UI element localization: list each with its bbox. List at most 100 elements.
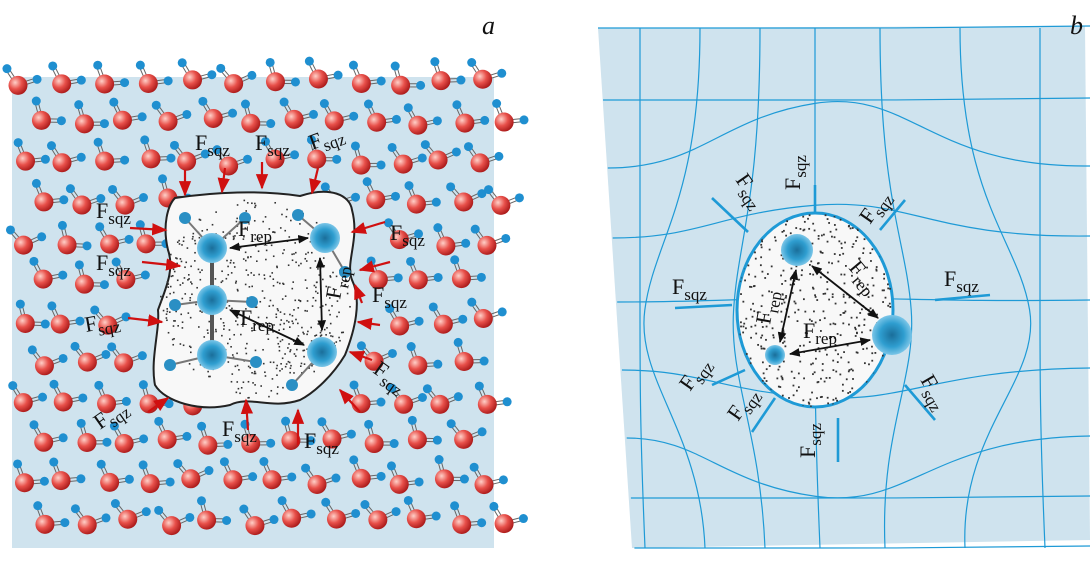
- dot: [307, 252, 309, 254]
- dot: [317, 292, 319, 294]
- oxygen: [352, 74, 371, 93]
- dot: [177, 241, 179, 243]
- dot: [290, 365, 292, 367]
- dot: [184, 266, 186, 268]
- dot: [265, 375, 267, 377]
- hydrogen: [76, 474, 85, 483]
- dot: [254, 220, 256, 222]
- dot: [799, 345, 801, 347]
- dot: [286, 363, 288, 365]
- hydrogen: [29, 257, 38, 266]
- dot: [235, 281, 237, 283]
- dot: [817, 381, 819, 383]
- dot: [871, 346, 873, 348]
- dot: [827, 397, 829, 399]
- dot: [826, 354, 828, 356]
- oxygen: [431, 71, 450, 90]
- hydrogen: [280, 98, 289, 107]
- hydrogen: [480, 357, 489, 366]
- dot: [328, 310, 330, 312]
- dot: [798, 309, 800, 311]
- dot: [173, 268, 175, 270]
- dot: [272, 305, 274, 307]
- dot: [247, 257, 249, 259]
- hydrogen: [363, 177, 372, 186]
- hydrogen: [164, 76, 173, 85]
- dot: [251, 372, 253, 374]
- dot: [245, 260, 247, 262]
- dot: [813, 288, 815, 290]
- dot: [297, 307, 299, 309]
- dot: [788, 397, 790, 399]
- dot: [341, 332, 343, 334]
- dot: [258, 250, 260, 252]
- large-bead: [197, 233, 227, 263]
- symbol: F: [195, 130, 207, 155]
- oxygen: [158, 430, 177, 449]
- hydrogen: [41, 155, 50, 164]
- dot: [809, 214, 811, 216]
- hydrogen: [139, 434, 148, 443]
- oxygen: [408, 430, 427, 449]
- dot: [284, 230, 286, 232]
- dot: [295, 355, 297, 357]
- dot: [802, 229, 804, 231]
- dot: [296, 349, 298, 351]
- hydrogen: [458, 315, 467, 324]
- oxygen: [72, 196, 91, 215]
- dot: [174, 320, 176, 322]
- dot: [304, 258, 306, 260]
- hydrogen: [125, 475, 134, 484]
- dot: [856, 236, 858, 238]
- dot: [832, 399, 834, 401]
- oxygen: [78, 515, 97, 534]
- hydrogen: [58, 221, 67, 230]
- hydrogen: [360, 500, 369, 509]
- hydrogen: [59, 433, 68, 442]
- oxygen: [58, 235, 77, 254]
- dot: [270, 361, 272, 363]
- dot: [166, 308, 168, 310]
- dot: [250, 256, 252, 258]
- hydrogen: [434, 273, 443, 282]
- hydrogen: [204, 466, 213, 475]
- dot: [754, 285, 756, 287]
- dot: [740, 293, 742, 295]
- dot: [166, 296, 168, 298]
- bead: [765, 345, 785, 365]
- dot: [268, 396, 270, 398]
- symbol: F: [304, 428, 316, 453]
- dot: [742, 332, 744, 334]
- hydrogen: [8, 381, 17, 390]
- oxygen: [454, 430, 473, 449]
- symbol: F: [372, 282, 384, 307]
- oxygen: [266, 72, 285, 91]
- hydrogen: [475, 382, 484, 391]
- hydrogen: [387, 461, 396, 470]
- dot: [887, 305, 889, 307]
- dot: [858, 325, 860, 327]
- hydrogen: [83, 241, 92, 250]
- dot: [243, 200, 245, 202]
- hydrogen: [404, 103, 413, 112]
- hydrogen: [74, 100, 83, 109]
- dot: [868, 313, 870, 315]
- hydrogen: [478, 427, 487, 436]
- bead: [872, 315, 912, 355]
- hydrogen: [266, 439, 275, 448]
- dot: [883, 289, 885, 291]
- dot: [243, 258, 245, 260]
- dot: [861, 308, 863, 310]
- dot: [318, 323, 320, 325]
- dot: [316, 281, 318, 283]
- dot: [830, 323, 832, 325]
- hydrogen: [349, 61, 358, 70]
- subscript: sqz: [108, 209, 131, 228]
- dot: [303, 333, 305, 335]
- symbol: F: [240, 305, 252, 330]
- dot: [862, 252, 864, 254]
- dot: [815, 358, 817, 360]
- dot: [762, 295, 764, 297]
- dot: [249, 367, 251, 369]
- dot: [742, 301, 744, 303]
